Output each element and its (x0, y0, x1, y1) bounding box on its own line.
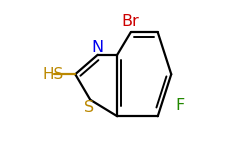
Text: F: F (176, 98, 185, 113)
Text: Br: Br (122, 14, 140, 29)
Text: N: N (91, 40, 103, 56)
Text: HS: HS (43, 67, 64, 82)
Text: S: S (84, 100, 95, 116)
